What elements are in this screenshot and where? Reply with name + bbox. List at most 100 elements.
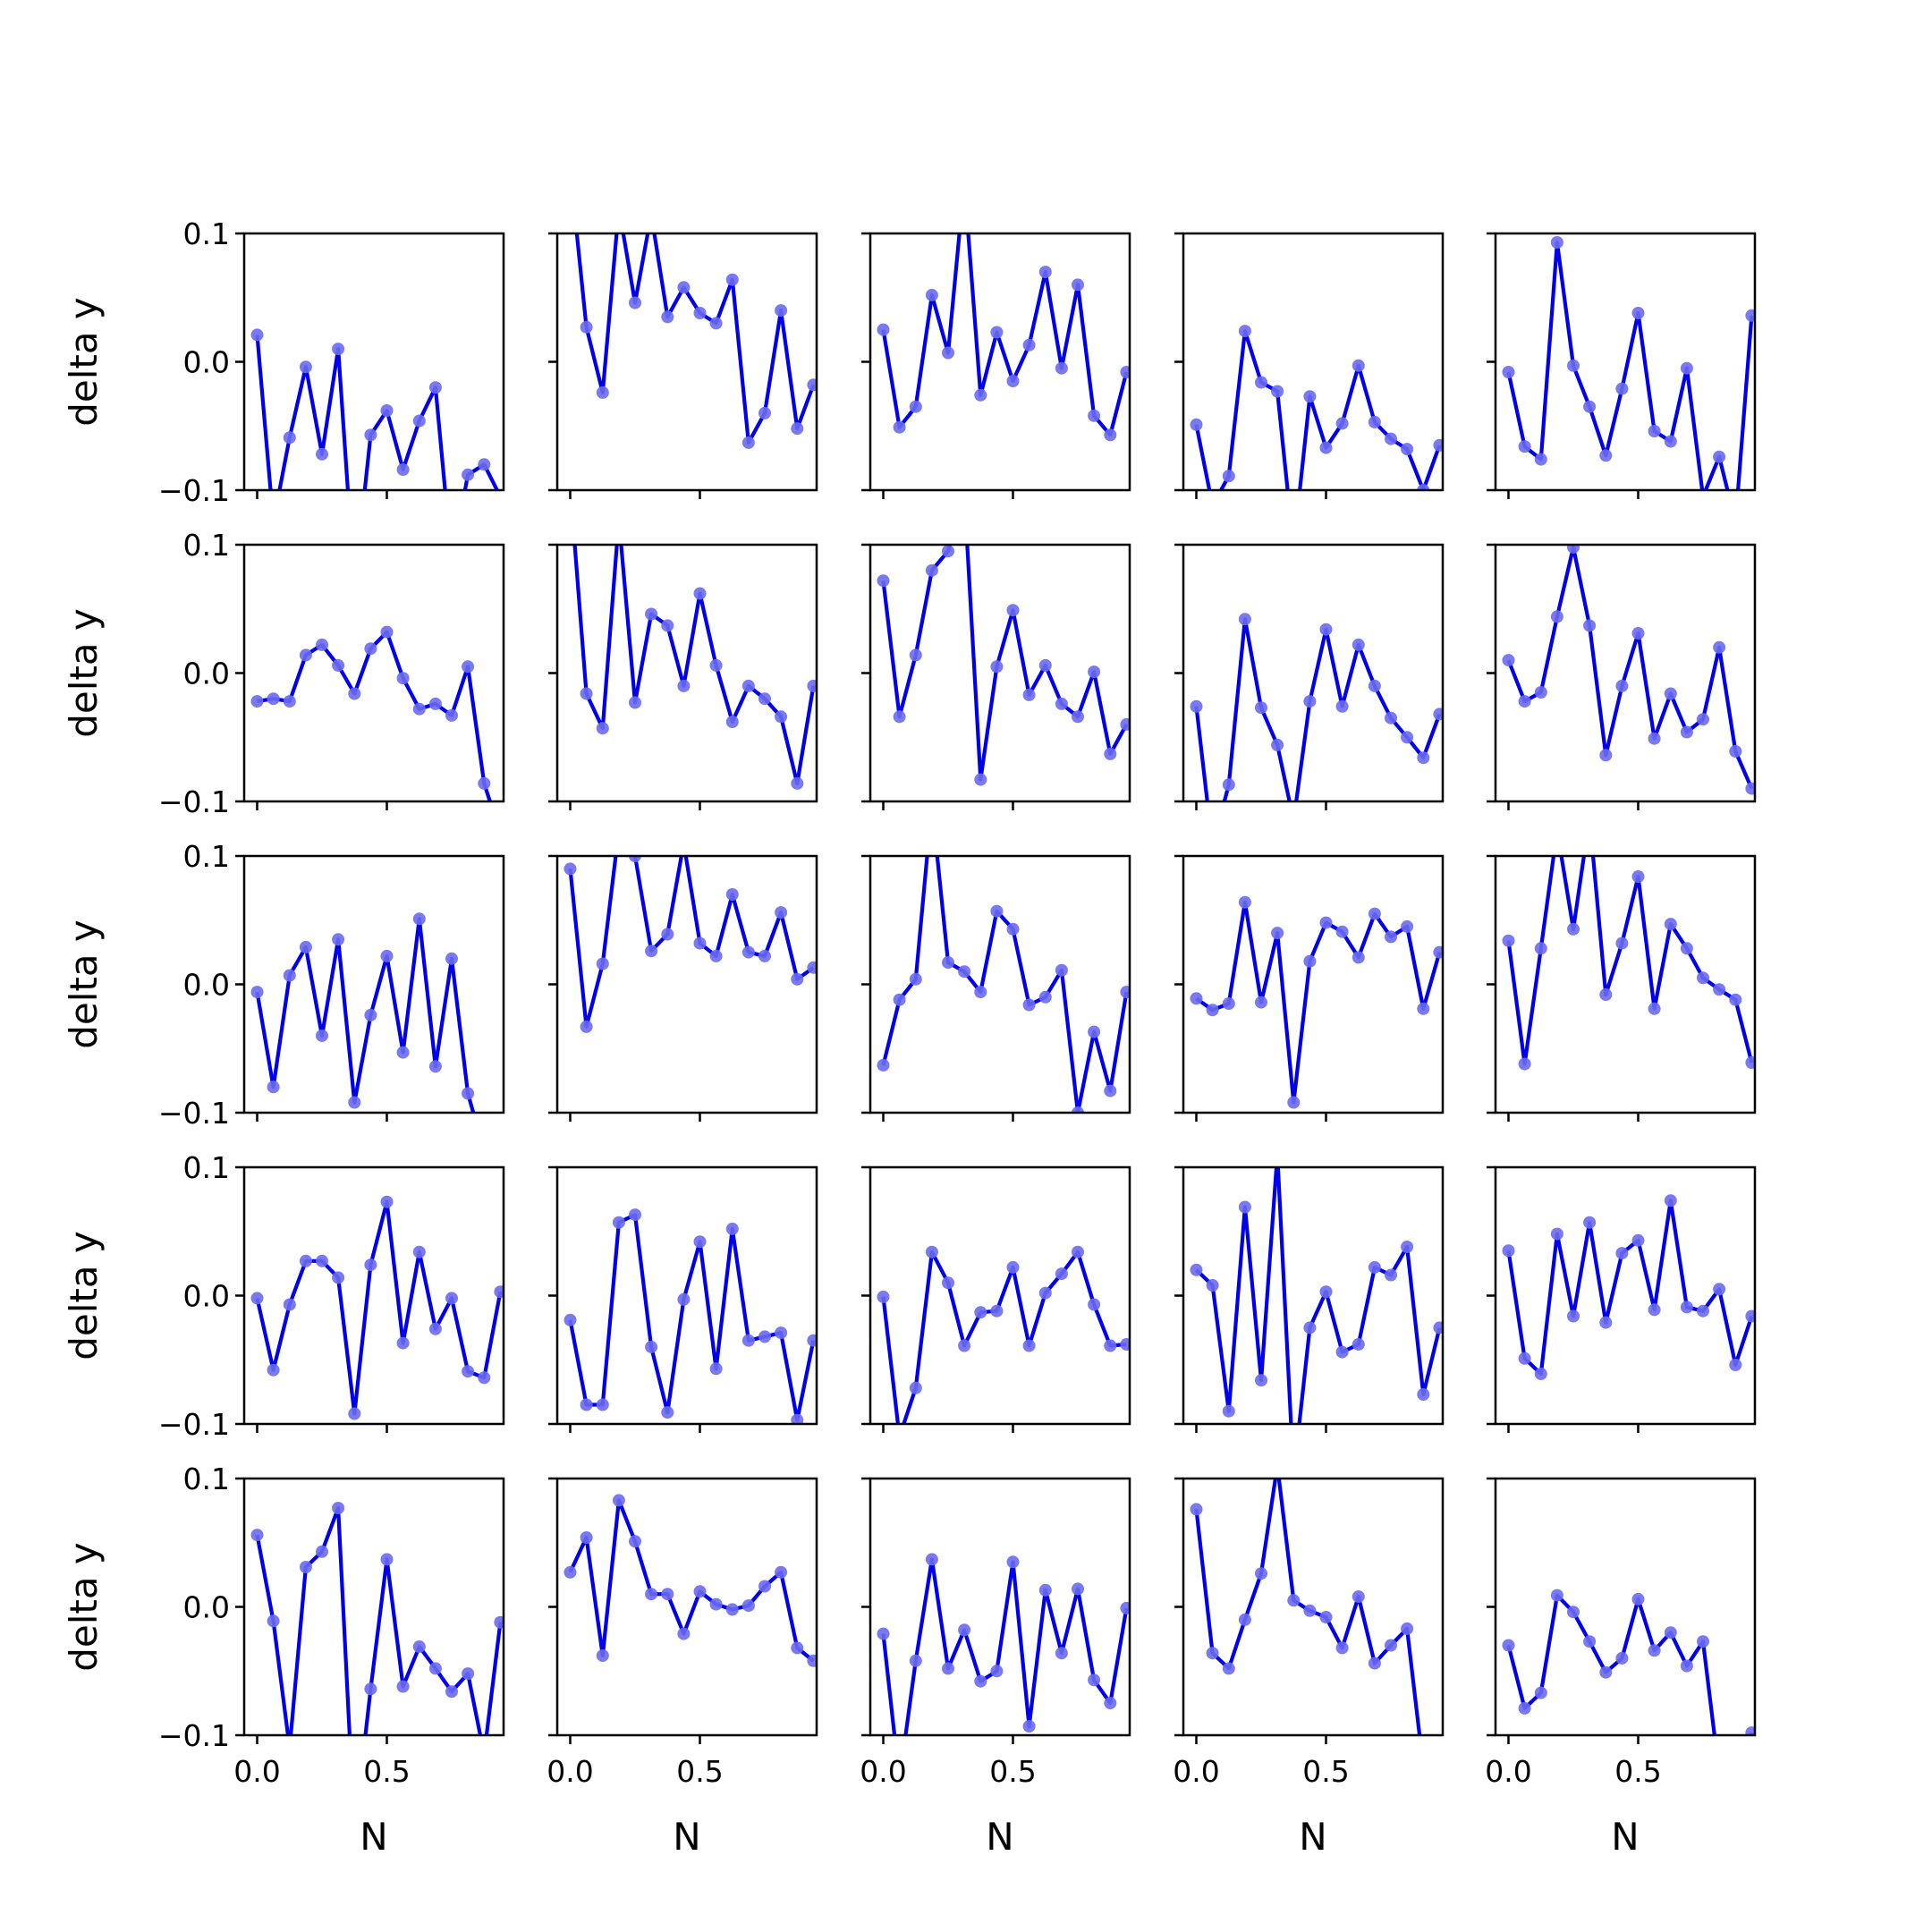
data-point bbox=[445, 952, 458, 965]
data-point bbox=[380, 404, 394, 417]
data-point bbox=[380, 949, 394, 962]
data-point bbox=[1401, 443, 1414, 456]
data-point bbox=[1287, 1096, 1301, 1109]
x-axis-label: N bbox=[986, 1815, 1013, 1859]
data-point bbox=[1713, 450, 1726, 463]
data-point bbox=[1599, 1316, 1613, 1329]
data-point bbox=[1038, 990, 1052, 1004]
data-point bbox=[1303, 1604, 1317, 1617]
y-tick-label: 0.1 bbox=[183, 528, 230, 563]
data-point bbox=[396, 1336, 410, 1350]
data-point bbox=[791, 1413, 804, 1424]
data-point bbox=[1287, 542, 1300, 555]
plot-area bbox=[877, 1553, 1130, 1735]
data-point bbox=[1518, 1701, 1531, 1715]
data-point bbox=[1222, 997, 1235, 1010]
data-point bbox=[445, 1685, 458, 1699]
data-point bbox=[1206, 1279, 1219, 1292]
data-point bbox=[677, 1627, 691, 1640]
series-line bbox=[881, 545, 1129, 782]
data-point bbox=[1319, 1285, 1333, 1299]
data-point bbox=[1631, 870, 1645, 883]
series-line bbox=[1506, 240, 1754, 490]
plot-area bbox=[1502, 1194, 1755, 1380]
subplot-r1-c4 bbox=[1174, 232, 1445, 555]
y-axis-label: delta y bbox=[62, 297, 106, 427]
data-point bbox=[1022, 1720, 1036, 1733]
data-point bbox=[1697, 971, 1709, 985]
plot-area bbox=[564, 1494, 817, 1667]
data-point bbox=[462, 1365, 475, 1378]
y-tick-label: 0.1 bbox=[183, 216, 230, 251]
data-point bbox=[1038, 1583, 1052, 1597]
data-point bbox=[758, 1580, 771, 1593]
data-point bbox=[428, 697, 442, 710]
data-point bbox=[1401, 731, 1414, 744]
data-point bbox=[299, 1254, 312, 1267]
data-point bbox=[1222, 470, 1235, 483]
data-point bbox=[564, 1565, 577, 1579]
subplot-r2-c1: −0.1 0.0 0.1 delta y bbox=[62, 528, 505, 819]
data-point bbox=[1072, 278, 1084, 292]
data-point bbox=[299, 360, 312, 374]
plot-area bbox=[1190, 325, 1443, 555]
data-point bbox=[396, 1046, 410, 1059]
data-point bbox=[1022, 688, 1036, 701]
data-point bbox=[677, 1292, 691, 1306]
data-point bbox=[1648, 1002, 1661, 1015]
data-point bbox=[958, 965, 971, 979]
data-point bbox=[1502, 1639, 1515, 1652]
data-point bbox=[1207, 499, 1219, 512]
plot-area bbox=[250, 1502, 504, 1761]
data-point bbox=[596, 1398, 609, 1411]
axes-frame bbox=[242, 232, 505, 492]
data-point bbox=[775, 304, 788, 318]
data-point bbox=[1335, 417, 1349, 430]
data-point bbox=[1303, 954, 1317, 968]
data-point bbox=[645, 1588, 658, 1601]
data-point bbox=[478, 1749, 490, 1761]
subplot-r3-c1: −0.1 0.0 0.1 delta y bbox=[62, 839, 505, 1131]
subplot-r4-c1: −0.1 0.0 0.1 delta y bbox=[62, 1150, 505, 1442]
data-point bbox=[412, 1640, 426, 1653]
data-point bbox=[1238, 895, 1251, 909]
series-line bbox=[568, 1498, 815, 1663]
data-point bbox=[807, 679, 817, 692]
plot-area bbox=[1190, 1148, 1443, 1424]
data-point bbox=[316, 1545, 328, 1558]
data-point bbox=[462, 1087, 475, 1100]
y-tick-label: 0.1 bbox=[183, 839, 230, 874]
data-point bbox=[596, 1649, 609, 1662]
y-tick-label: 0.0 bbox=[183, 1590, 230, 1625]
data-point bbox=[791, 422, 804, 436]
data-point bbox=[250, 986, 264, 999]
data-point bbox=[1615, 1247, 1629, 1260]
series-line bbox=[1195, 1167, 1442, 1424]
data-point bbox=[494, 1615, 504, 1629]
data-point bbox=[1207, 840, 1219, 852]
data-point bbox=[316, 1254, 328, 1267]
data-point bbox=[990, 1304, 1004, 1318]
data-point bbox=[990, 660, 1004, 674]
series-line bbox=[257, 630, 493, 801]
data-point bbox=[877, 323, 890, 336]
data-point bbox=[1120, 986, 1130, 999]
data-point bbox=[877, 574, 890, 588]
data-point bbox=[283, 1298, 296, 1311]
data-point bbox=[1615, 382, 1629, 395]
data-point bbox=[445, 1292, 458, 1305]
data-point bbox=[1088, 665, 1101, 679]
data-point bbox=[612, 1494, 625, 1507]
series-line bbox=[881, 1250, 1127, 1424]
data-point bbox=[1022, 338, 1036, 352]
data-point bbox=[1190, 992, 1203, 1005]
subplot-r5-c4: 0.0 0.5 N bbox=[1173, 1477, 1445, 1859]
data-point bbox=[364, 1008, 377, 1021]
data-point bbox=[1206, 1004, 1219, 1017]
axes-frame bbox=[869, 232, 1131, 492]
data-point bbox=[1006, 922, 1020, 936]
data-point bbox=[1271, 1148, 1284, 1161]
data-point bbox=[1518, 440, 1531, 453]
data-point bbox=[677, 837, 690, 850]
x-tick-label: 0.0 bbox=[1485, 1754, 1531, 1789]
